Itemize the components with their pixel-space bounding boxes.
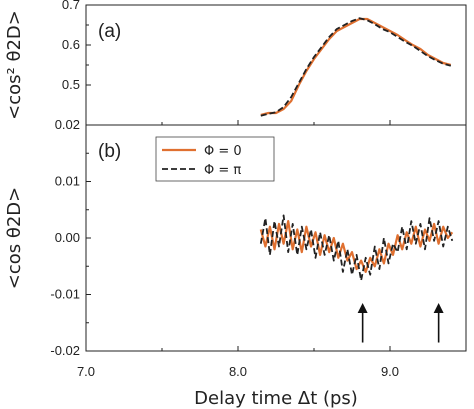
panel-a: 0.7 0.6 0.5 (a) <cos² θ2D> xyxy=(4,0,467,126)
panel-b-series-phi-0 xyxy=(259,220,454,273)
panel-b-arrow-head xyxy=(433,302,444,313)
panel-b-ytick-label: 0.01 xyxy=(55,174,80,189)
panel-b-xlabel: Delay time Δt (ps) xyxy=(194,388,358,409)
panel-a-label: (a) xyxy=(98,21,121,42)
panel-b-arrow-head xyxy=(357,302,368,313)
panel-a-frame xyxy=(85,4,467,126)
panel-a-ytick-label: 0.6 xyxy=(62,37,80,52)
panel-b-ytick-label: 0.00 xyxy=(55,230,80,245)
panel-b-ytick-label: -0.01 xyxy=(50,287,80,302)
panel-b-label: (b) xyxy=(98,141,121,162)
panel-b-series-phi-pi xyxy=(259,214,454,282)
panel-b-xtick-label: 9.0 xyxy=(381,364,399,379)
panel-b-ytick-label: 0.02 xyxy=(55,117,80,132)
panel-b-legend-box xyxy=(155,136,275,182)
panel-a-series-phi-pi xyxy=(260,17,452,117)
panel-a-ylabel: <cos² θ2D> xyxy=(4,10,25,120)
panel-b-xtick-label: 8.0 xyxy=(229,364,247,379)
panel-b-legend-entry: Φ = 0 xyxy=(204,144,242,159)
panel-b-legend-entry: Φ = π xyxy=(204,163,241,178)
panel-b-ylabel: <cos θ2D> xyxy=(4,187,25,290)
panel-b-ytick-label: -0.02 xyxy=(50,343,80,358)
panel-b-xtick-label: 7.0 xyxy=(77,364,95,379)
panel-a-ytick-label: 0.5 xyxy=(62,77,80,92)
panel-a-series-phi-0 xyxy=(260,17,452,117)
panel-b: 0.02 0.01 0.00 -0.01 -0.02 7.0 8.0 9.0 (b) <cos θ… xyxy=(4,117,467,409)
panel-a-ytick-label: 0.7 xyxy=(62,0,80,12)
